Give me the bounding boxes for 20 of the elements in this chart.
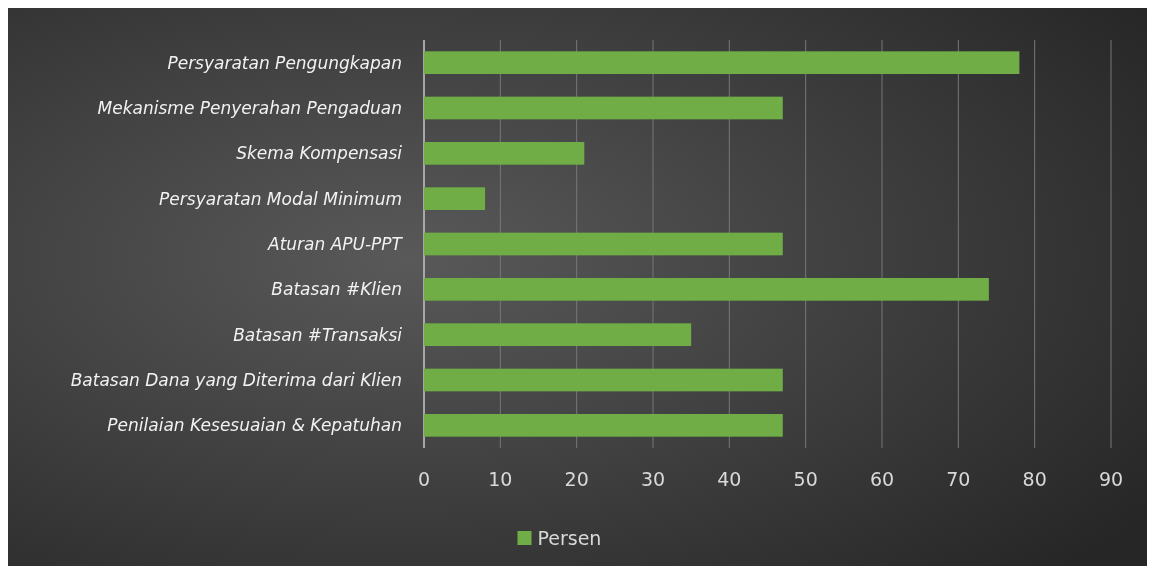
- x-tick-label: 0: [417, 468, 431, 490]
- y-tick-label: Skema Kompensasi: [236, 143, 403, 164]
- x-tick-label: 60: [869, 468, 895, 490]
- legend-label: Persen: [537, 526, 602, 549]
- y-tick-label: Batasan #Klien: [271, 279, 402, 300]
- y-tick-label: Batasan #Transaksi: [233, 324, 403, 345]
- y-tick-label: Persyaratan Modal Minimum: [159, 188, 402, 209]
- x-tick-label: 70: [946, 468, 971, 490]
- x-tick-label: 90: [1098, 468, 1124, 490]
- y-tick-label: Batasan Dana yang Diterima dari Klien: [70, 369, 402, 390]
- x-tick-label: 30: [640, 468, 666, 490]
- y-tick-label: Persyaratan Pengungkapan: [167, 52, 402, 73]
- y-tick-label: Aturan APU-PPT: [267, 233, 404, 254]
- x-tick-label: 50: [793, 468, 818, 490]
- x-tick-label: 40: [717, 468, 742, 490]
- x-tick-label: 80: [1022, 468, 1047, 490]
- x-tick-label: 20: [564, 468, 589, 490]
- y-tick-label: Mekanisme Penyerahan Pengaduan: [97, 97, 402, 118]
- x-tick-label: 10: [488, 468, 513, 490]
- y-tick-label: Penilaian Kesesuaian & Kepatuhan: [107, 415, 402, 436]
